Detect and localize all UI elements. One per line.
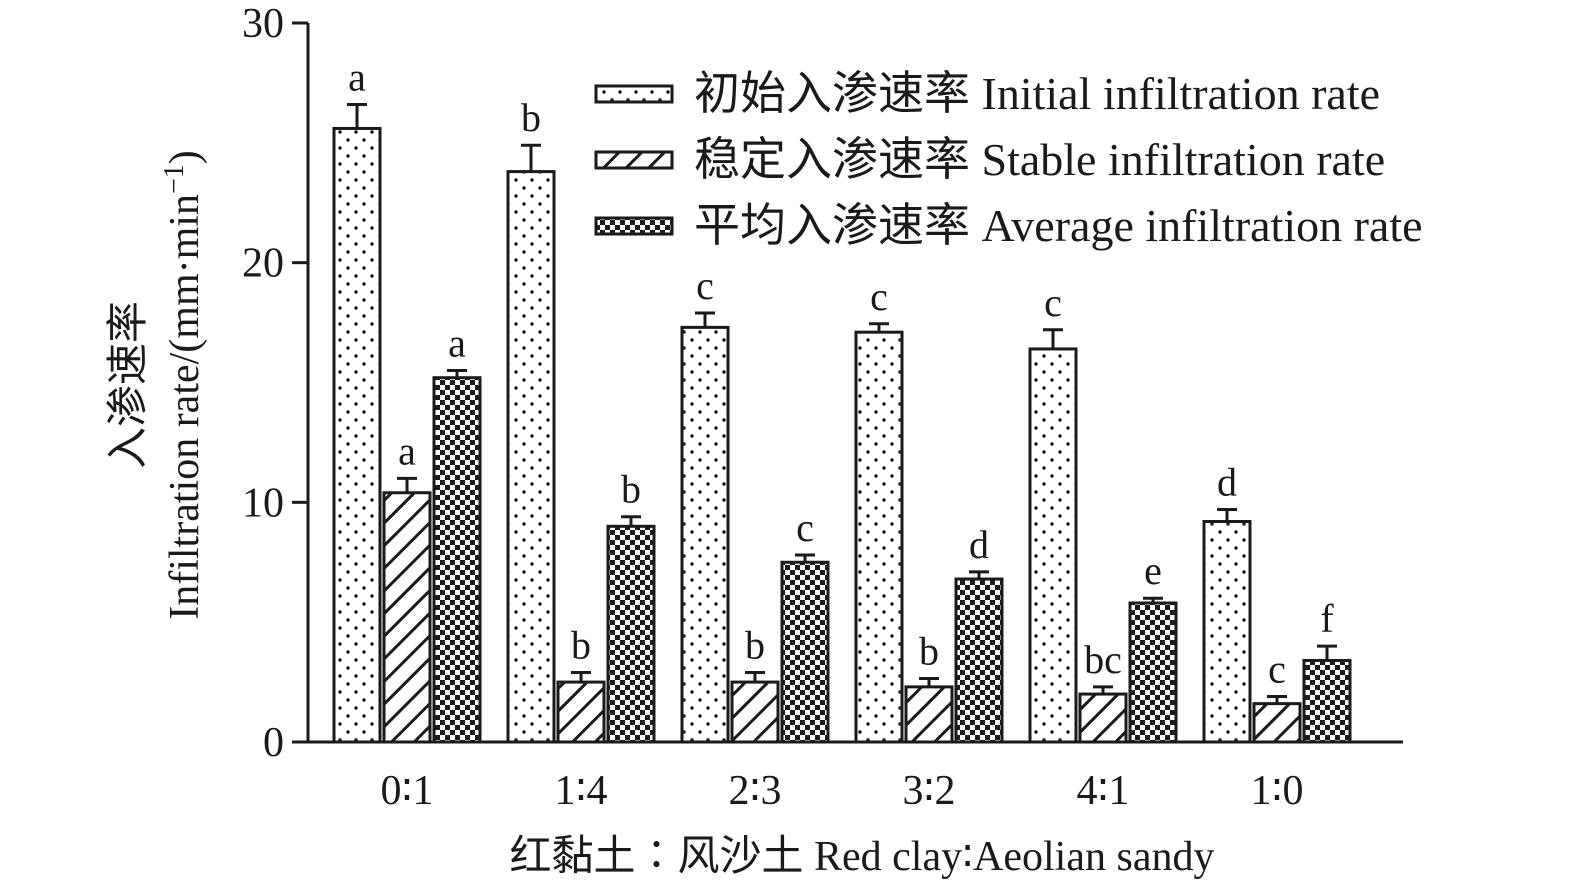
- y-axis-title-en-close: ): [162, 150, 208, 164]
- significance-letter: c: [870, 274, 888, 319]
- bar: [506, 170, 556, 744]
- bar-group: c b c: [680, 263, 830, 744]
- y-axis-title-en-sup: −1: [159, 164, 190, 194]
- x-category-label: 2∶3: [729, 768, 782, 814]
- significance-letter: e: [1144, 548, 1162, 593]
- y-axis-title-cn: 入渗速率: [105, 301, 152, 469]
- bar: [1028, 347, 1078, 744]
- legend-swatch: [594, 84, 674, 104]
- x-axis-title: 红黏土∶风沙土 Red clay∶Aeolian sandy: [510, 834, 1215, 880]
- legend-label: 初始入渗速率 Initial infiltration rate: [694, 68, 1380, 119]
- y-tick-label: 30: [242, 1, 284, 47]
- bar: [1252, 702, 1302, 744]
- y-axis-title-en: Infiltration rate/(mm·min−1): [159, 150, 209, 620]
- bar: [780, 560, 830, 744]
- legend-item: 初始入渗速率 Initial infiltration rate: [594, 68, 1380, 119]
- bar: [1202, 520, 1252, 744]
- significance-letter: c: [1044, 280, 1062, 325]
- legend-swatch: [594, 216, 674, 236]
- y-tick-label: 10: [242, 480, 284, 526]
- bar-group: c b d: [854, 274, 1004, 744]
- significance-letter: b: [745, 622, 765, 667]
- x-category-label: 0∶1: [381, 768, 434, 814]
- x-category-label: 1∶0: [1251, 768, 1304, 814]
- y-ticks: 0 10 20 30: [242, 1, 308, 766]
- significance-letter: b: [521, 95, 541, 140]
- bar: [954, 577, 1004, 744]
- bar-group: a a a: [332, 54, 482, 744]
- significance-letter: c: [796, 505, 814, 550]
- bar: [680, 325, 730, 744]
- significance-letter: c: [1268, 646, 1286, 691]
- significance-letter: c: [696, 263, 714, 308]
- bar: [432, 376, 482, 744]
- significance-letter: f: [1320, 596, 1334, 641]
- significance-letter: bc: [1084, 637, 1122, 682]
- legend-label: 平均入渗速率 Average infiltration rate: [694, 200, 1423, 251]
- x-category-label: 4∶1: [1077, 768, 1130, 814]
- significance-letter: d: [1217, 460, 1237, 505]
- legend-swatch: [594, 150, 674, 170]
- legend-item: 平均入渗速率 Average infiltration rate: [594, 200, 1423, 251]
- legend-item: 稳定入渗速率 Stable infiltration rate: [594, 134, 1385, 185]
- significance-letter: a: [448, 321, 466, 366]
- bar: [332, 126, 382, 744]
- significance-letter: a: [348, 54, 366, 99]
- y-tick-label: 0: [263, 720, 284, 766]
- significance-letter: b: [571, 622, 591, 667]
- legend-label: 稳定入渗速率 Stable infiltration rate: [694, 134, 1385, 185]
- y-tick-label: 20: [242, 241, 284, 287]
- bar: [730, 680, 780, 744]
- x-category-label: 3∶2: [903, 768, 956, 814]
- bar: [1128, 601, 1178, 744]
- y-axis-title-en-main: Infiltration rate/(mm·min: [162, 194, 208, 620]
- bar: [1302, 659, 1352, 744]
- category-labels: 0∶1 1∶4 2∶3 3∶2 4∶1 1∶0: [381, 768, 1304, 814]
- significance-letter: d: [969, 522, 989, 567]
- significance-letter: b: [919, 628, 939, 673]
- significance-letter: b: [621, 467, 641, 512]
- x-category-label: 1∶4: [555, 768, 608, 814]
- significance-letter: a: [398, 428, 416, 473]
- bar-group: c bce: [1028, 280, 1178, 744]
- bar-group: b b b: [506, 95, 656, 744]
- bar: [854, 330, 904, 744]
- legend: 初始入渗速率 Initial infiltration rate 稳定入渗速率 S…: [594, 68, 1423, 251]
- bar: [1078, 692, 1128, 744]
- bar: [904, 685, 954, 744]
- bar: [556, 680, 606, 744]
- bar: [606, 524, 656, 744]
- bar-group: d cf: [1202, 460, 1352, 744]
- y-axis-title: 入渗速率 Infiltration rate/(mm·min−1): [105, 150, 208, 620]
- bar: [382, 491, 432, 744]
